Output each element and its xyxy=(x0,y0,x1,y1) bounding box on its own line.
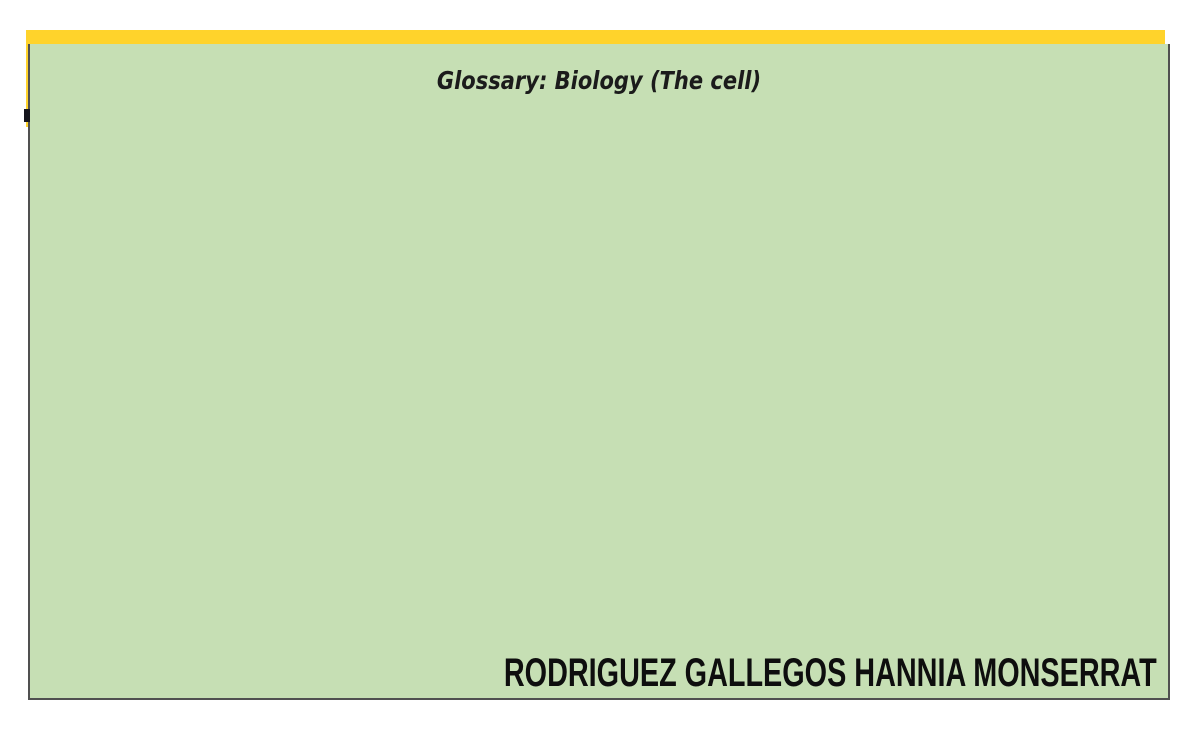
slide-title: Glossary: Biology (The cell) xyxy=(30,65,1168,98)
left-edge-stray-mark xyxy=(24,109,30,122)
author-name-text: RODRIGUEZ GALLEGOS HANNIA MONSERRAT xyxy=(504,651,1157,695)
author-name: RODRIGUEZ GALLEGOS HANNIA MONSERRAT xyxy=(250,650,1157,696)
slide-panel: Glossary: Biology (The cell) RODRIGUEZ G… xyxy=(28,44,1170,700)
slide-title-text: Glossary: Biology (The cell) xyxy=(436,66,762,95)
